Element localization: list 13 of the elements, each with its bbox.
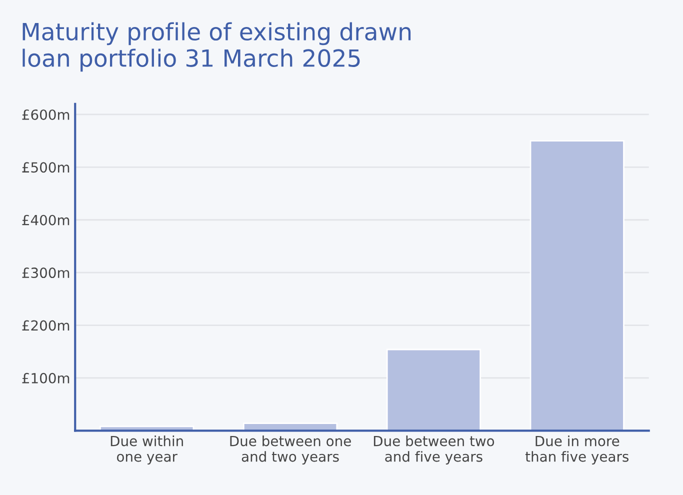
y-tick-label: £300m	[22, 268, 70, 278]
x-tick-label: Due between two and five years	[374, 436, 494, 465]
y-tick-label: £400m	[22, 214, 70, 226]
y-tick-label: £600m	[22, 109, 70, 120]
bar	[386, 348, 482, 431]
x-tick-label: Due between one and two years	[230, 436, 351, 465]
y-tick-label: £200m	[22, 320, 70, 331]
bar	[530, 140, 624, 431]
x-tick-label: Due within one year	[110, 436, 183, 465]
x-tick-label: Due in more than five years	[525, 436, 629, 465]
y-tick-label: £500m	[22, 162, 70, 173]
chart-title: Maturity profile of existing drawn loan portfolio 31 March 2025	[22, 22, 411, 72]
y-tick-label: £100m	[22, 372, 70, 384]
